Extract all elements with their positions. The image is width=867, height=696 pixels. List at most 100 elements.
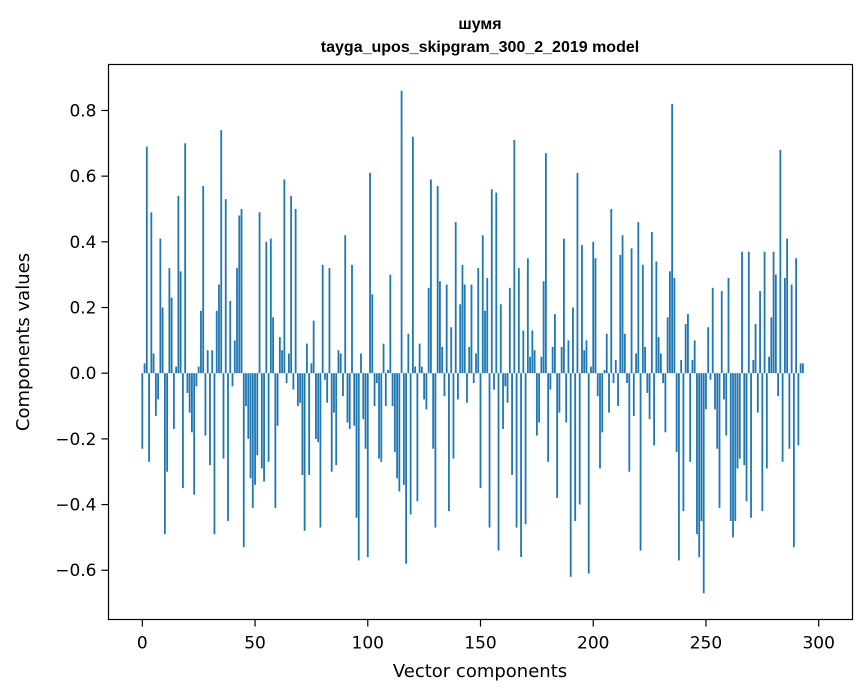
- bar-100: [366, 373, 369, 558]
- bar-113: [396, 373, 398, 479]
- bar-212: [619, 254, 622, 374]
- bar-215: [626, 373, 628, 384]
- bar-168: [520, 373, 522, 558]
- bar-196: [583, 350, 586, 374]
- bar-193: [576, 172, 579, 374]
- bar-165: [513, 140, 516, 374]
- bar-123: [418, 343, 421, 374]
- bar-53: [260, 373, 263, 469]
- bar-28: [204, 373, 207, 436]
- bar-278: [768, 356, 770, 374]
- bar-205: [603, 369, 606, 374]
- bar-183: [553, 314, 556, 374]
- bar-224: [646, 373, 649, 393]
- bar-287: [788, 373, 791, 449]
- bar-217: [630, 248, 633, 374]
- bar-109: [387, 369, 389, 374]
- bar-60: [276, 373, 279, 426]
- bar-62: [281, 350, 284, 374]
- bar-173: [531, 330, 534, 374]
- bar-252: [709, 373, 712, 380]
- bar-12: [168, 268, 171, 374]
- bar-186: [560, 346, 563, 374]
- y-axis-ticks: −0.6 −0.4 −0.2 0.0 0.2 0.4 0.6 0.8: [55, 101, 109, 581]
- bar-175: [535, 373, 538, 436]
- bar-32: [213, 373, 216, 535]
- bar-284: [781, 373, 784, 462]
- bar-203: [599, 373, 601, 469]
- bar-111: [391, 373, 394, 407]
- bar-105: [378, 373, 380, 459]
- bar-187: [563, 238, 565, 374]
- bar-156: [493, 373, 495, 390]
- bar-3: [148, 373, 150, 462]
- bar-243: [689, 373, 692, 462]
- bar-277: [765, 373, 768, 469]
- bar-27: [202, 186, 205, 374]
- bar-167: [517, 268, 520, 374]
- bar-0: [141, 373, 144, 449]
- bar-143: [463, 284, 466, 374]
- y-tick-label-2: −0.2: [55, 430, 96, 450]
- bar-245: [693, 340, 696, 374]
- bar-43: [238, 215, 241, 374]
- bar-134: [443, 373, 446, 397]
- bar-192: [574, 373, 577, 521]
- bar-244: [691, 360, 694, 374]
- bar-26: [200, 310, 202, 374]
- bar-13: [170, 297, 173, 374]
- bar-132: [439, 281, 441, 374]
- bar-269: [747, 251, 750, 374]
- bar-234: [668, 271, 671, 374]
- plot-frame: [107, 63, 854, 621]
- chart-title-line-2: tayga_upos_skipgram_300_2_2019 model: [321, 39, 639, 56]
- x-tick-label-250: 250: [690, 634, 722, 654]
- bar-181: [549, 373, 552, 390]
- bar-206: [605, 333, 608, 374]
- bar-159: [499, 304, 502, 374]
- bar-228: [655, 261, 658, 374]
- bar-241: [684, 323, 687, 374]
- bar-254: [714, 373, 716, 410]
- bar-221: [639, 373, 642, 551]
- bar-110: [389, 274, 392, 374]
- bar-119: [409, 373, 412, 515]
- y-tick-label-1: −0.4: [55, 496, 96, 516]
- bar-120: [411, 136, 414, 374]
- bar-42: [236, 268, 238, 374]
- x-tick-label-0: 0: [137, 634, 148, 654]
- x-tick-label-200: 200: [577, 634, 609, 654]
- bar-38: [227, 373, 229, 521]
- bar-265: [738, 373, 741, 459]
- bar-261: [729, 373, 732, 521]
- bar-247: [698, 373, 701, 558]
- bar-164: [511, 373, 513, 476]
- x-tick-label-100: 100: [352, 634, 384, 654]
- bar-207: [608, 373, 610, 413]
- bar-182: [551, 346, 554, 374]
- bar-65: [287, 353, 290, 374]
- bar-201: [594, 258, 597, 374]
- bar-87: [337, 350, 340, 374]
- bar-179: [544, 153, 547, 374]
- bar-64: [285, 373, 288, 384]
- bar-71: [301, 373, 304, 476]
- bar-264: [736, 373, 739, 469]
- bar-148: [475, 353, 477, 374]
- bar-256: [718, 373, 721, 508]
- bar-56: [267, 373, 270, 462]
- bar-272: [754, 323, 757, 374]
- bar-4: [150, 212, 153, 374]
- bar-33: [215, 310, 218, 374]
- bar-158: [497, 373, 500, 551]
- bar-218: [632, 373, 635, 416]
- bar-80: [321, 264, 324, 374]
- bar-208: [610, 208, 613, 374]
- bar-126: [425, 373, 428, 410]
- bar-25: [197, 366, 200, 374]
- bar-86: [335, 373, 338, 466]
- bar-104: [375, 373, 378, 384]
- bar-151: [481, 235, 484, 374]
- chart-title-line-1: шумя: [458, 16, 501, 33]
